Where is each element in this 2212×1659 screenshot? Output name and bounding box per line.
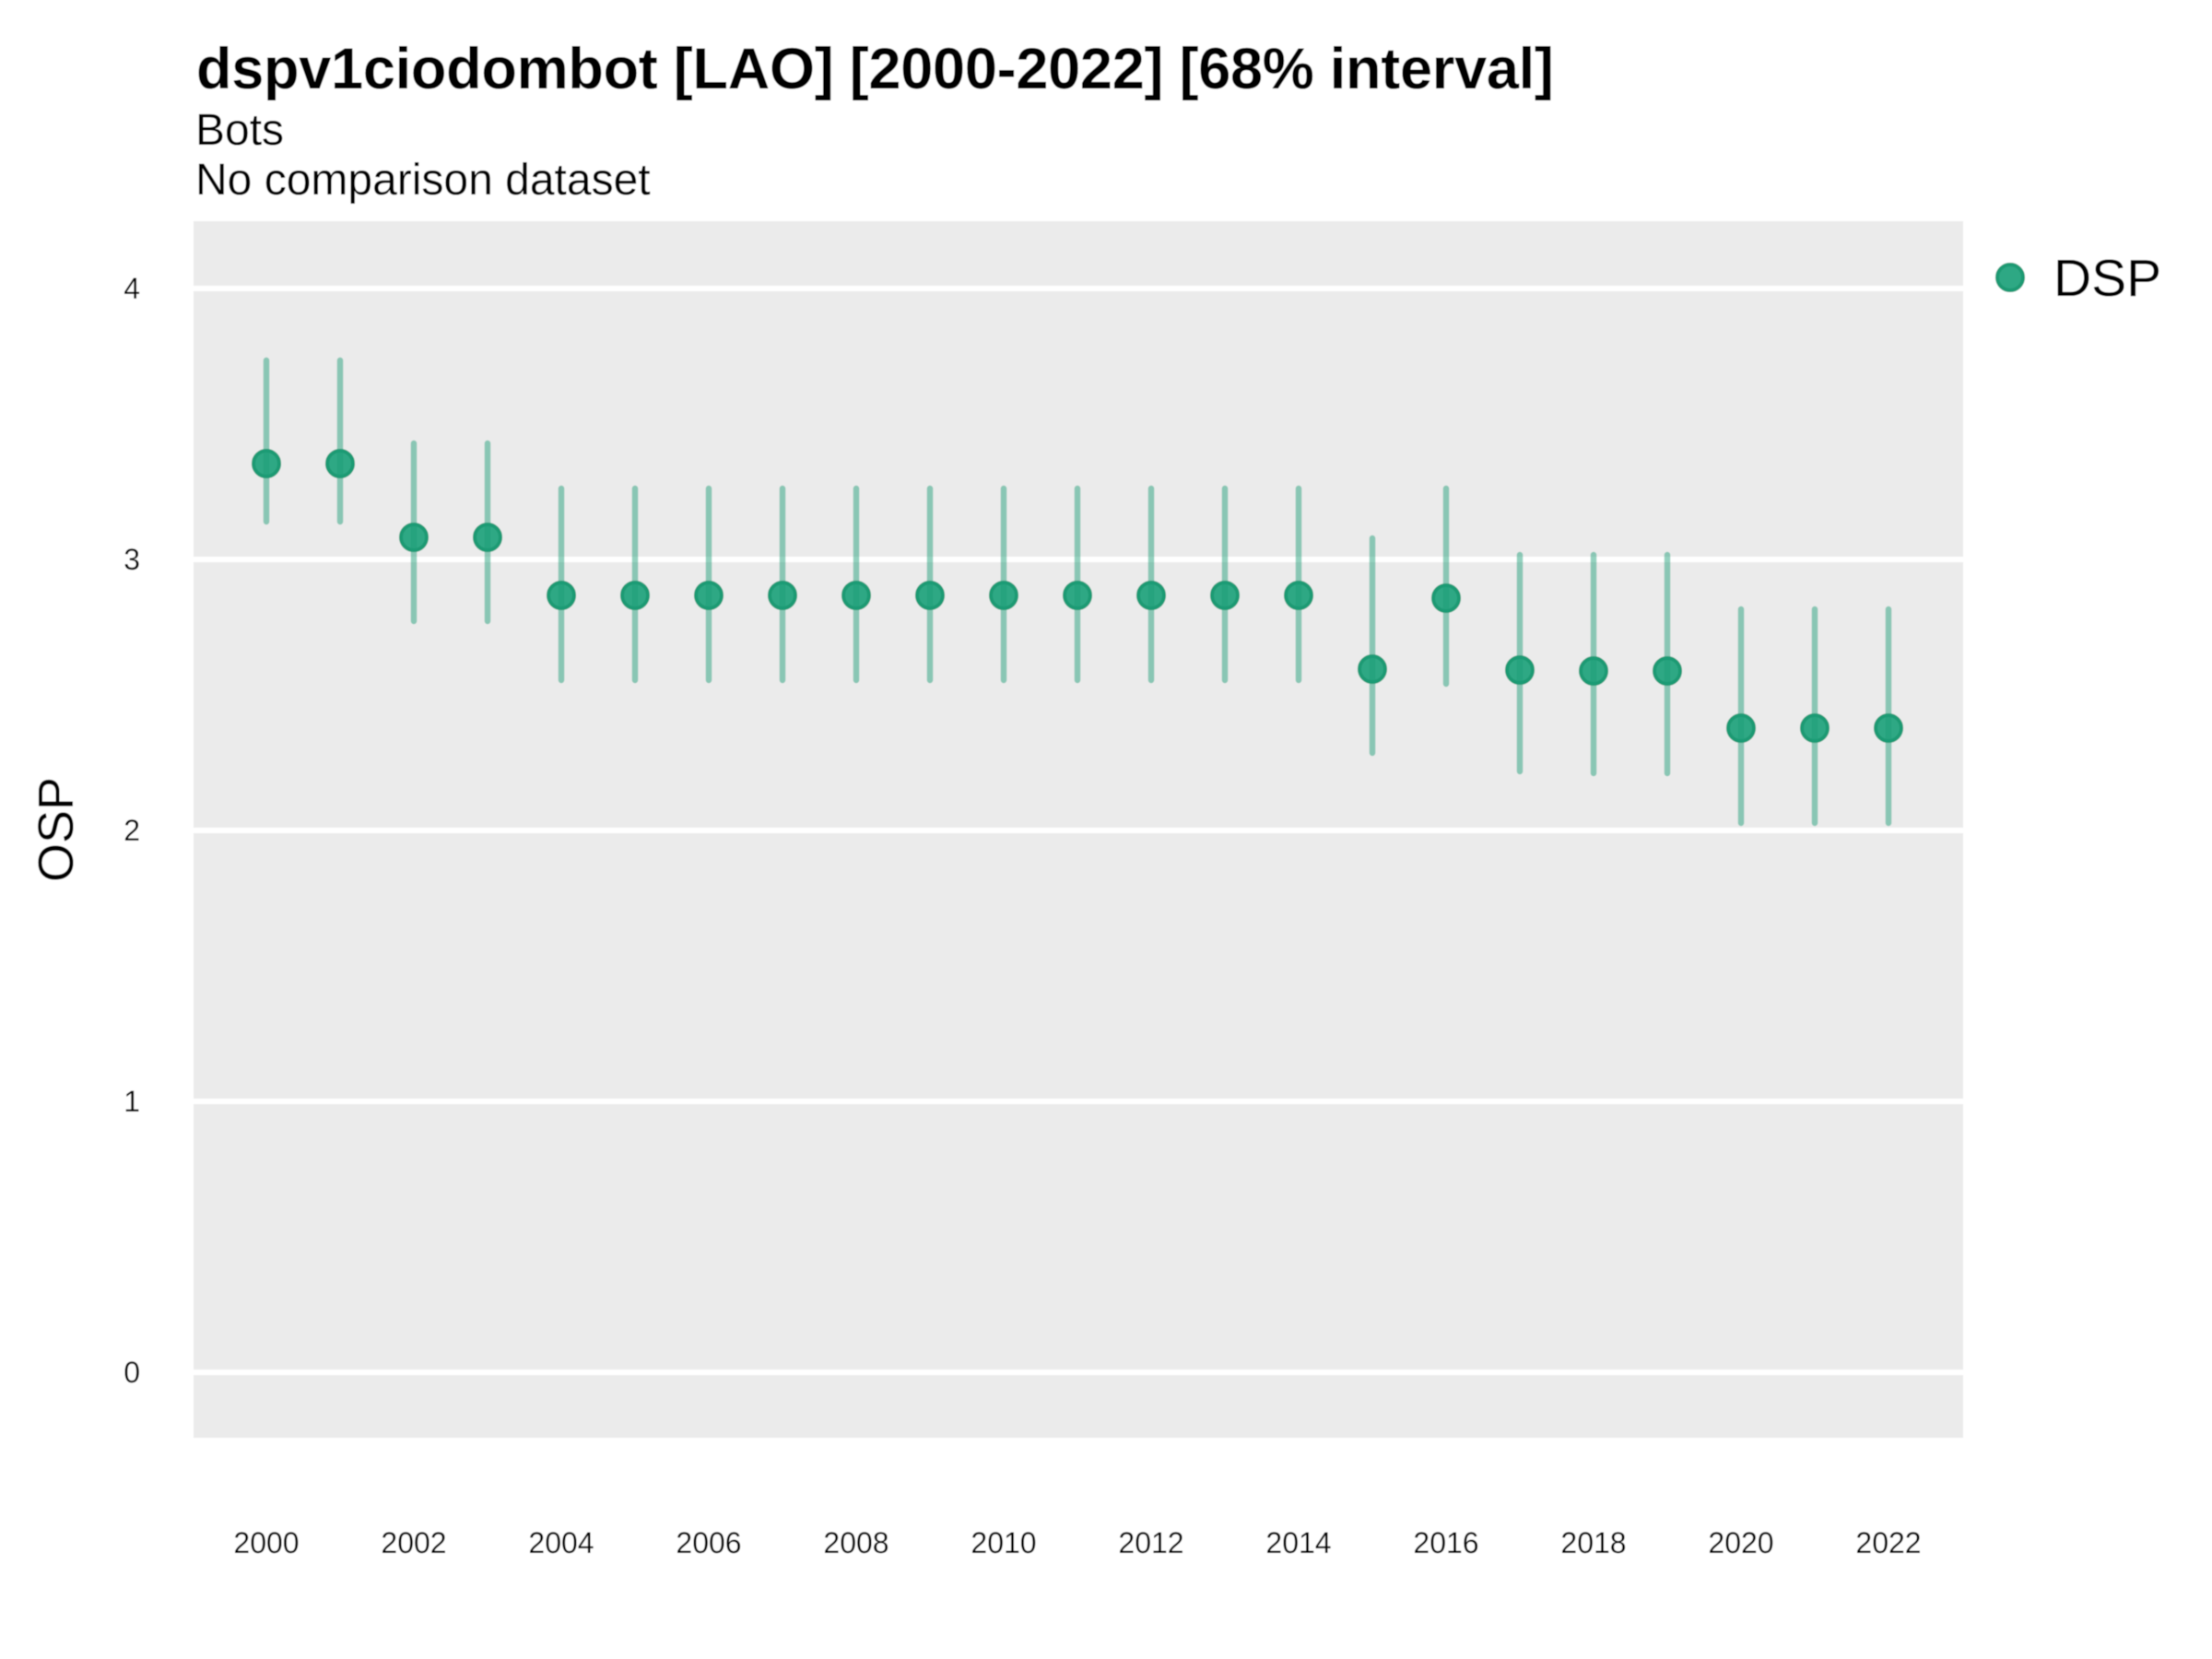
svg-text:4: 4 xyxy=(124,272,140,305)
svg-text:0: 0 xyxy=(124,1356,140,1389)
svg-text:dspv1ciodombot [LAO] [2000-202: dspv1ciodombot [LAO] [2000-2022] [68% in… xyxy=(196,37,1554,101)
svg-text:3: 3 xyxy=(124,543,140,576)
svg-text:2014: 2014 xyxy=(1265,1526,1331,1559)
svg-text:2020: 2020 xyxy=(1708,1526,1773,1559)
svg-text:Bots: Bots xyxy=(195,106,284,155)
svg-text:2016: 2016 xyxy=(1413,1526,1478,1559)
svg-text:2: 2 xyxy=(124,814,140,847)
svg-text:2022: 2022 xyxy=(1855,1526,1921,1559)
svg-text:2000: 2000 xyxy=(233,1526,299,1559)
svg-text:DSP: DSP xyxy=(2053,249,2161,308)
svg-text:1: 1 xyxy=(124,1085,140,1118)
svg-text:No comparison dataset: No comparison dataset xyxy=(195,156,651,205)
svg-text:OSP: OSP xyxy=(29,777,84,882)
svg-text:2006: 2006 xyxy=(676,1526,741,1559)
svg-text:2012: 2012 xyxy=(1118,1526,1183,1559)
svg-text:2010: 2010 xyxy=(971,1526,1036,1559)
svg-text:2018: 2018 xyxy=(1560,1526,1626,1559)
svg-text:2004: 2004 xyxy=(528,1526,594,1559)
svg-text:2008: 2008 xyxy=(823,1526,888,1559)
svg-text:2002: 2002 xyxy=(381,1526,446,1559)
